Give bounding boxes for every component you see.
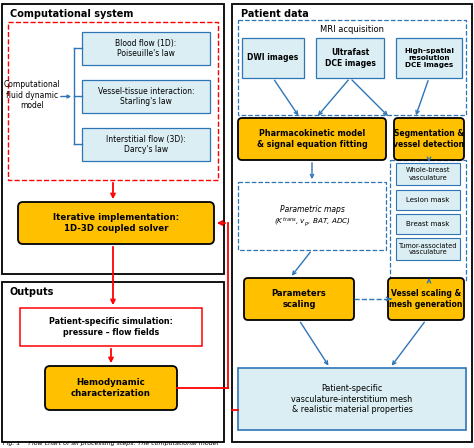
Text: Tumor-associated
vasculature: Tumor-associated vasculature [399,242,457,255]
Bar [82,32,210,65]
FancyBboxPatch shape [18,202,214,244]
Text: Computational
fluid dynamic
model: Computational fluid dynamic model [4,80,60,110]
Bar [82,80,210,113]
Text: Computational system: Computational system [10,9,133,19]
Text: Vessel scaling &
mesh generation: Vessel scaling & mesh generation [389,289,463,309]
Text: Pharmacokinetic model
& signal equation fitting: Pharmacokinetic model & signal equation … [256,129,367,149]
Text: Interstitial flow (3D):
Darcy's law: Interstitial flow (3D): Darcy's law [106,135,186,154]
Text: Blood flow (1D):
Poiseuille's law: Blood flow (1D): Poiseuille's law [115,39,177,58]
Bar [316,38,384,78]
Text: High-spatial
resolution
DCE images: High-spatial resolution DCE images [404,48,454,68]
Text: Patient-specific
vasculature-interstitium mesh
& realistic material properties: Patient-specific vasculature-interstitiu… [292,384,412,414]
Text: Outputs: Outputs [10,287,55,297]
Bar [396,190,460,210]
Bar [396,38,462,78]
Bar [8,22,218,180]
Bar [396,238,460,260]
Bar [238,368,466,430]
Text: Breast mask: Breast mask [406,221,450,227]
Text: DWI images: DWI images [247,53,299,63]
Bar [232,4,472,442]
Text: Lesion mask: Lesion mask [406,197,450,203]
Text: Parameters
scaling: Parameters scaling [272,289,327,309]
Text: Segmentation &
vessel detection: Segmentation & vessel detection [393,129,465,149]
Text: Patient data: Patient data [241,9,309,19]
Text: Patient-specific simulation:
pressure – flow fields: Patient-specific simulation: pressure – … [49,317,173,337]
Bar [390,160,466,280]
Bar [2,4,224,274]
FancyBboxPatch shape [388,278,464,320]
Bar [82,128,210,161]
Bar [242,38,304,78]
Bar [20,308,202,346]
FancyBboxPatch shape [244,278,354,320]
Text: ($K^{trans}$, $v_p$, $BAT$, $ADC$): ($K^{trans}$, $v_p$, $BAT$, $ADC$) [273,215,350,228]
Text: Ultrafast
DCE images: Ultrafast DCE images [325,48,375,68]
FancyBboxPatch shape [45,366,177,410]
Bar [238,182,386,250]
Text: MRI acquisition: MRI acquisition [320,26,384,34]
Text: Hemodynamic
characterization: Hemodynamic characterization [71,378,151,398]
Text: Parametric maps: Parametric maps [280,206,345,215]
Bar [238,20,466,115]
Text: Vessel-tissue interaction:
Starling's law: Vessel-tissue interaction: Starling's la… [98,87,194,106]
Bar [396,214,460,234]
Bar [396,163,460,185]
Text: Whole-breast
vasculature: Whole-breast vasculature [406,168,450,181]
Text: Fig. 1    Flow chart of all processing steps. The computational model: Fig. 1 Flow chart of all processing step… [3,440,219,445]
Bar [2,282,224,442]
FancyBboxPatch shape [238,118,386,160]
Text: Iterative implementation:
1D-3D coupled solver: Iterative implementation: 1D-3D coupled … [53,213,179,233]
FancyBboxPatch shape [394,118,464,160]
